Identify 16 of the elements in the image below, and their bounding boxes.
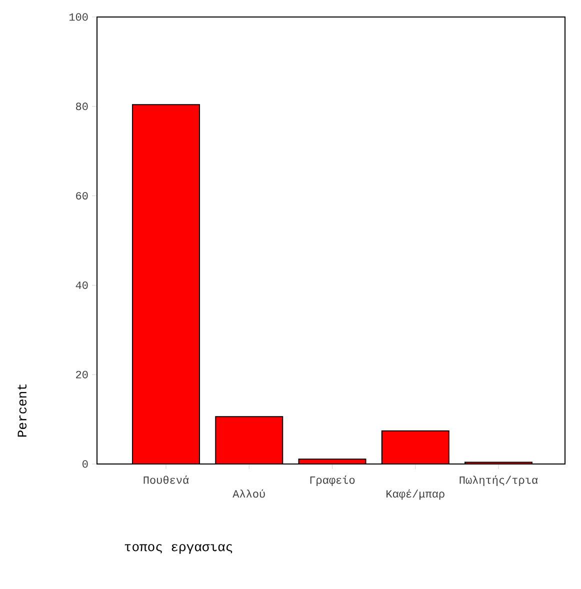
x-tick-label: Πωλητής/τρια — [460, 476, 538, 486]
x-tick-label: Καφέ/μπαρ — [386, 489, 444, 500]
y-tick-label: 40 — [76, 281, 88, 289]
y-tick-label: 80 — [76, 102, 88, 110]
x-tick-label: Αλλού — [232, 489, 265, 498]
bar — [132, 104, 200, 464]
x-tick-label: Γραφείο — [310, 476, 355, 486]
x-tick-label: Πουθενά — [144, 476, 189, 484]
x-axis-title: τοπος εργασιας — [124, 544, 232, 554]
y-tick-label: 20 — [76, 370, 88, 378]
y-tick-label: 0 — [82, 460, 88, 468]
y-tick-label: 100 — [69, 13, 88, 21]
bar — [216, 416, 283, 464]
y-tick-label: 60 — [76, 192, 88, 200]
y-axis-title: Percent — [18, 384, 27, 437]
bar — [382, 430, 449, 464]
